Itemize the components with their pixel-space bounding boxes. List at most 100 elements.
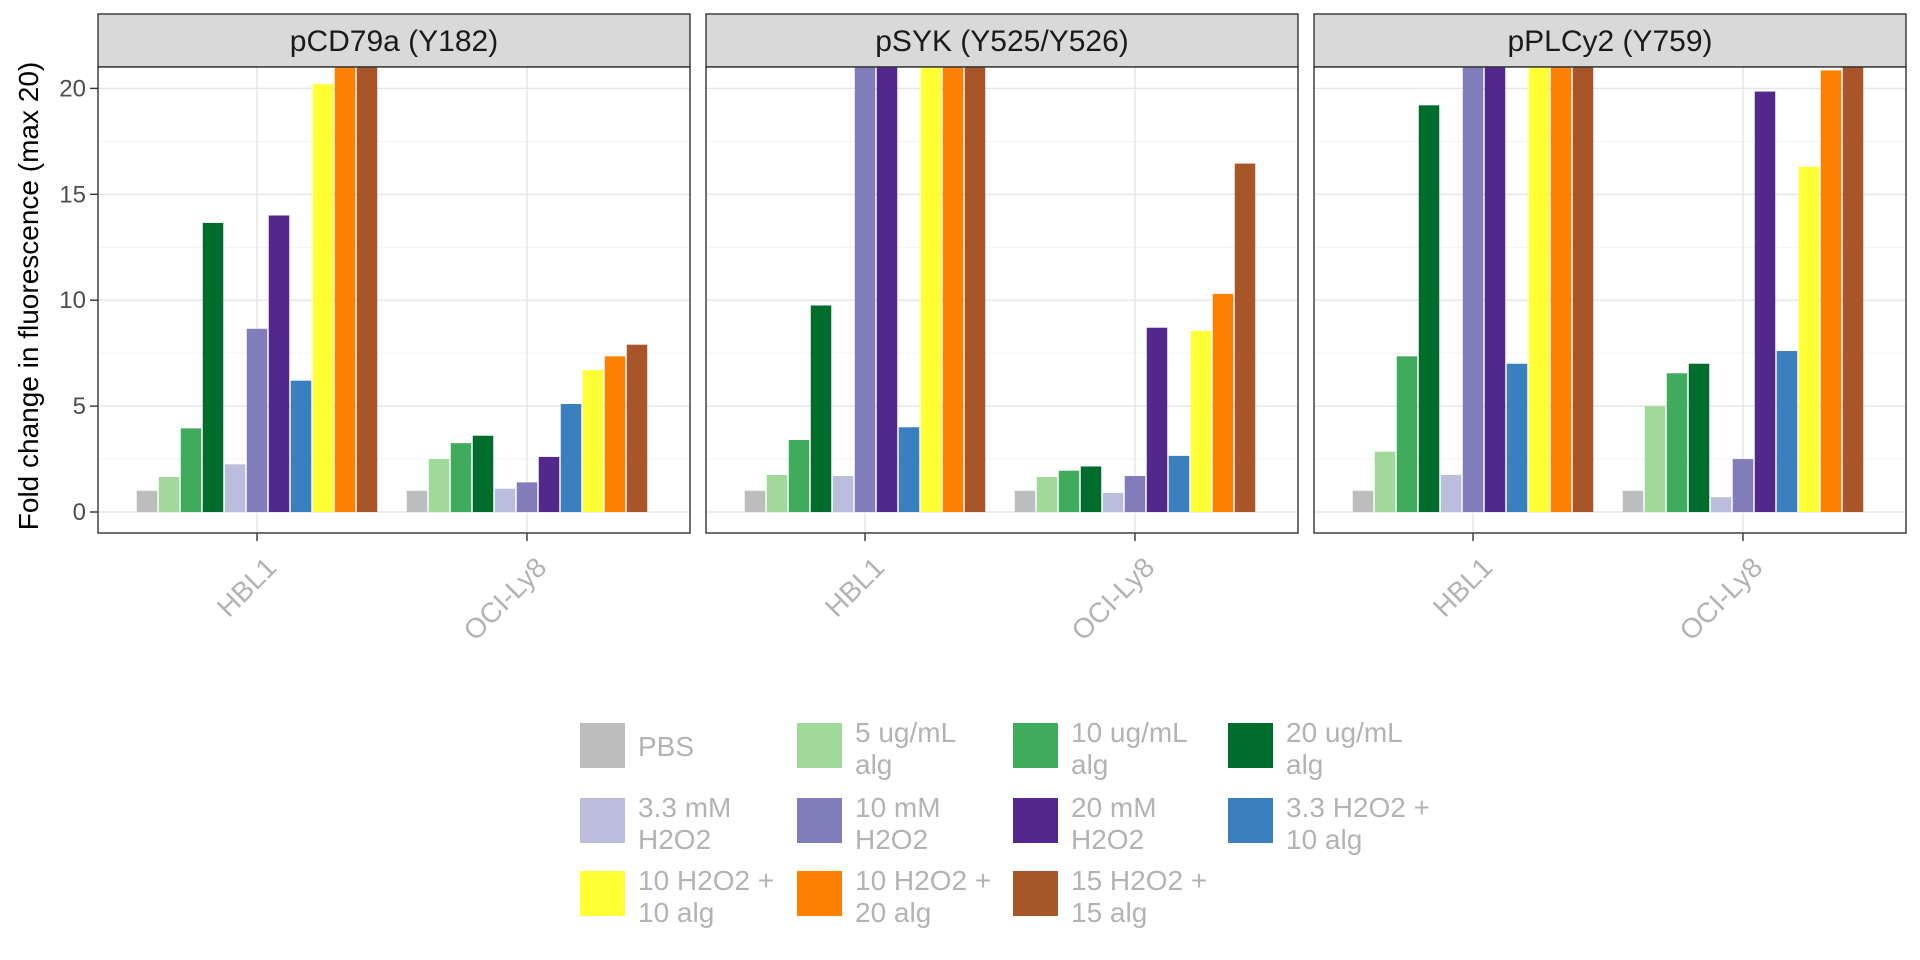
legend-item-10-h2o2-20-alg: 10 H2O2 +20 alg bbox=[797, 865, 991, 928]
legend-item-10-h2o2-10-alg: 10 H2O2 +10 alg bbox=[580, 865, 774, 928]
x-tick-label: OCI-Ly8 bbox=[457, 551, 552, 646]
legend-label: 3.3 H2O2 +10 alg bbox=[1286, 792, 1430, 855]
bar-oci-ly8-10-h2o2-10-alg bbox=[582, 370, 604, 512]
legend: PBS 5 ug/mL alg 10 ug/mL alg 20 ug/mL alg 3.3 m… bbox=[580, 717, 1430, 928]
bar-oci-ly8-15-h2o2-15-alg bbox=[626, 344, 648, 512]
legend-key bbox=[1013, 798, 1058, 843]
bar-oci-ly8-20-mm-h2o2 bbox=[1754, 91, 1776, 512]
bar-hbl1-5-ug-ml-alg bbox=[1374, 451, 1396, 512]
y-tick-label: 0 bbox=[73, 499, 86, 526]
panel-title: pCD79a (Y182) bbox=[290, 25, 498, 58]
bar-hbl1-pbs bbox=[136, 490, 158, 512]
bar-oci-ly8-10-mm-h2o2 bbox=[1732, 459, 1754, 512]
bar-hbl1-10-ug-ml-alg bbox=[180, 428, 202, 512]
bar-hbl1-3-3-h2o2-10-alg bbox=[1506, 363, 1528, 512]
legend-label: 5 ug/mL alg bbox=[855, 717, 956, 780]
legend-label: 3.3 mM H2O2 bbox=[638, 792, 731, 855]
bar-oci-ly8-5-ug-ml-alg bbox=[1036, 477, 1058, 512]
bar-oci-ly8-pbs bbox=[406, 490, 428, 512]
panel-title: pSYK (Y525/Y526) bbox=[875, 25, 1129, 58]
legend-label: 10 H2O2 +10 alg bbox=[638, 865, 774, 928]
legend-key bbox=[1228, 723, 1273, 768]
bar-hbl1-5-ug-ml-alg bbox=[766, 474, 788, 512]
legend-item-10-ug-ml-alg: 10 ug/mL alg bbox=[1013, 717, 1188, 780]
x-tick-label: HBL1 bbox=[211, 551, 282, 622]
bar-oci-ly8-15-h2o2-15-alg bbox=[1234, 163, 1256, 512]
legend-key bbox=[580, 798, 625, 843]
legend-label: 20 mM H2O2 bbox=[1071, 792, 1157, 855]
bar-oci-ly8-10-h2o2-10-alg bbox=[1798, 166, 1820, 512]
bar-hbl1-10-h2o2-20-alg bbox=[334, 67, 356, 512]
bar-hbl1-20-mm-h2o2 bbox=[876, 67, 898, 512]
legend-item-pbs: PBS bbox=[580, 723, 694, 768]
bar-oci-ly8-10-h2o2-10-alg bbox=[1190, 330, 1212, 512]
bar-hbl1-pbs bbox=[1352, 490, 1374, 512]
legend-item-20-ug-ml-alg: 20 ug/mL alg bbox=[1228, 717, 1403, 780]
bar-oci-ly8-3-3-mm-h2o2 bbox=[494, 488, 516, 512]
bar-oci-ly8-10-mm-h2o2 bbox=[516, 482, 538, 512]
bar-hbl1-20-mm-h2o2 bbox=[268, 215, 290, 513]
bar-hbl1-10-h2o2-10-alg bbox=[920, 67, 942, 512]
bar-oci-ly8-20-ug-ml-alg bbox=[1080, 466, 1102, 512]
legend-key bbox=[797, 798, 842, 843]
bar-hbl1-10-mm-h2o2 bbox=[854, 67, 876, 512]
legend-key bbox=[1013, 723, 1058, 768]
panel-title: pPLCy2 (Y759) bbox=[1507, 25, 1712, 58]
bar-hbl1-10-mm-h2o2 bbox=[246, 328, 268, 512]
panel-strip bbox=[705, 13, 1299, 68]
y-tick-label: 10 bbox=[59, 287, 86, 314]
panel-pplcy2-y759: pPLCy2 (Y759) HBL1 OCI-Ly8 bbox=[1313, 13, 1907, 646]
legend-key bbox=[580, 723, 625, 768]
bar-hbl1-20-mm-h2o2 bbox=[1484, 67, 1506, 512]
bar-hbl1-3-3-mm-h2o2 bbox=[224, 464, 246, 512]
legend-label: 10 H2O2 +20 alg bbox=[855, 865, 991, 928]
bar-oci-ly8-10-mm-h2o2 bbox=[1124, 475, 1146, 512]
legend-label: 20 ug/mL alg bbox=[1286, 717, 1403, 780]
bar-oci-ly8-10-h2o2-20-alg bbox=[1820, 70, 1842, 513]
bar-oci-ly8-pbs bbox=[1622, 490, 1644, 512]
y-tick-label: 5 bbox=[73, 393, 86, 420]
y-tick-label: 15 bbox=[59, 181, 86, 208]
legend-key bbox=[797, 723, 842, 768]
bar-hbl1-10-mm-h2o2 bbox=[1462, 67, 1484, 512]
bar-hbl1-15-h2o2-15-alg bbox=[964, 67, 986, 512]
bar-hbl1-10-h2o2-20-alg bbox=[942, 67, 964, 512]
panel-psyk-y525-y526: pSYK (Y525/Y526) HBL1 OCI-Ly8 bbox=[705, 13, 1299, 646]
bar-oci-ly8-3-3-mm-h2o2 bbox=[1102, 492, 1124, 512]
bar-hbl1-10-h2o2-20-alg bbox=[1550, 67, 1572, 512]
bar-oci-ly8-10-ug-ml-alg bbox=[1666, 373, 1688, 512]
bar-hbl1-10-h2o2-10-alg bbox=[1528, 67, 1550, 512]
bar-oci-ly8-20-mm-h2o2 bbox=[1146, 327, 1168, 512]
legend-item-3-3-h2o2-10-alg: 3.3 H2O2 +10 alg bbox=[1228, 792, 1430, 855]
legend-label: 10 mM H2O2 bbox=[855, 792, 941, 855]
bar-hbl1-pbs bbox=[744, 490, 766, 512]
panel-strip bbox=[97, 13, 691, 68]
bar-oci-ly8-3-3-h2o2-10-alg bbox=[1168, 455, 1190, 512]
bar-oci-ly8-5-ug-ml-alg bbox=[428, 459, 450, 512]
bar-oci-ly8-20-mm-h2o2 bbox=[538, 456, 560, 512]
x-tick-label: HBL1 bbox=[819, 551, 890, 622]
panels: pCD79a (Y182) HBL1 OCI-Ly8 0 5 10 15 20 pSYK (Y5… bbox=[59, 13, 1907, 646]
bar-oci-ly8-20-ug-ml-alg bbox=[1688, 363, 1710, 512]
bar-hbl1-5-ug-ml-alg bbox=[158, 477, 180, 512]
legend-item-10-mm-h2o2: 10 mM H2O2 bbox=[797, 792, 941, 855]
bar-oci-ly8-20-ug-ml-alg bbox=[472, 435, 494, 512]
legend-key bbox=[580, 871, 625, 916]
x-tick-label: HBL1 bbox=[1427, 551, 1498, 622]
legend-item-15-h2o2-15-alg: 15 H2O2 +15 alg bbox=[1013, 865, 1207, 928]
panel-border bbox=[705, 66, 1299, 534]
bar-oci-ly8-10-ug-ml-alg bbox=[1058, 470, 1080, 512]
legend-label: 10 ug/mL alg bbox=[1071, 717, 1188, 780]
bar-hbl1-3-3-h2o2-10-alg bbox=[290, 380, 312, 512]
y-axis-label: Fold change in fluorescence (max 20) bbox=[13, 62, 44, 530]
bar-oci-ly8-5-ug-ml-alg bbox=[1644, 406, 1666, 512]
bar-oci-ly8-10-h2o2-20-alg bbox=[604, 356, 626, 512]
legend-key bbox=[797, 871, 842, 916]
legend-label: 15 H2O2 +15 alg bbox=[1071, 865, 1207, 928]
x-tick-label: OCI-Ly8 bbox=[1065, 551, 1160, 646]
bar-oci-ly8-3-3-h2o2-10-alg bbox=[1776, 351, 1798, 512]
legend-item-3-3-mm-h2o2: 3.3 mM H2O2 bbox=[580, 792, 731, 855]
legend-key bbox=[1013, 871, 1058, 916]
y-tick-label: 20 bbox=[59, 75, 86, 102]
